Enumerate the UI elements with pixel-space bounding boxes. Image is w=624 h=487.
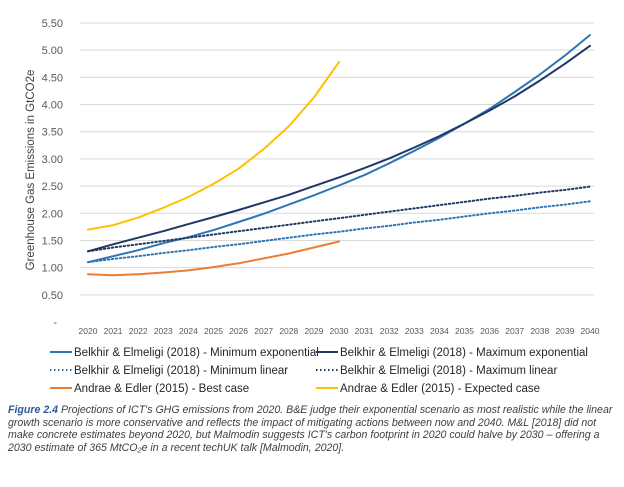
series-line-4 [87,185,591,253]
series-line-6 [87,61,340,231]
legend-label: Belkhir & Elmeligi (2018) - Maximum line… [340,365,557,377]
y-tick-label: 4.50 [42,72,63,84]
x-tick-label: 2040 [581,326,600,336]
series-line-1 [87,34,591,264]
y-axis-title: Greenhouse Gas Emissions in GtCO2e [25,70,37,271]
y-tick-label: 5.50 [42,18,63,30]
y-tick-label: 0.50 [42,290,63,302]
x-tick-label: 2039 [555,326,574,336]
x-tick-label: 2024 [179,326,198,336]
x-tick-label: 2023 [154,326,173,336]
legend: Belkhir & Elmeligi (2018) - Minimum expo… [50,347,588,395]
x-tick-label: 2037 [505,326,524,336]
x-tick-label: 2029 [304,326,323,336]
y-tick-label: 3.00 [42,154,63,166]
y-tick-label: 1.50 [42,235,63,247]
x-tick-label: 2028 [279,326,298,336]
y-tick-label: 2.50 [42,181,63,193]
x-tick-label: 2032 [380,326,399,336]
x-tick-label: 2035 [455,326,474,336]
x-tick-label: 2030 [330,326,349,336]
x-tick-label: 2038 [530,326,549,336]
series-line-3 [87,200,591,264]
x-tick-label: 2031 [355,326,374,336]
x-tick-label: 2036 [480,326,499,336]
series-lines [87,34,591,277]
x-tick-label: 2026 [229,326,248,336]
y-tick-label: 3.50 [42,127,63,139]
x-tick-label: 2020 [79,326,98,336]
legend-label: Belkhir & Elmeligi (2018) - Maximum expo… [340,347,588,359]
figure-caption: Figure 2.4 Projections of ICT's GHG emis… [8,404,616,454]
y-tick-label: 5.00 [42,45,63,57]
x-tick-label: 2033 [405,326,424,336]
x-tick-label: 2021 [104,326,123,336]
x-tick-label: 2027 [254,326,273,336]
y-tick-label: 1.00 [42,263,63,275]
series-line-2 [87,44,591,253]
x-tick-label: 2034 [430,326,449,336]
legend-label: Andrae & Edler (2015) - Best case [74,383,249,395]
y-tick-label: 4.00 [42,100,63,112]
caption-text: Projections of ICT's GHG emissions from … [8,404,613,454]
x-tick-label: 2025 [204,326,223,336]
caption-lead: Figure 2.4 [8,404,59,416]
y-axis: 0.50 1.00 1.50 2.00 2.50 3.00 3.50 4.00 4.50 5.00… [42,18,63,329]
legend-label: Belkhir & Elmeligi (2018) - Minimum expo… [74,347,319,359]
series-line-5 [87,240,340,277]
legend-label: Belkhir & Elmeligi (2018) - Minimum line… [74,365,288,377]
y-tick-label: 2.00 [42,208,63,220]
x-tick-label: 2022 [129,326,148,336]
legend-label: Andrae & Edler (2015) - Expected case [340,383,540,395]
y-tick-label-zero: - [53,317,57,329]
x-axis: 2020 2021 2022 2023 2024 2025 2026 2027 2028 2029… [79,326,600,336]
projection-chart: 0.50 1.00 1.50 2.00 2.50 3.00 3.50 4.00 4.50 5.00… [25,18,600,395]
